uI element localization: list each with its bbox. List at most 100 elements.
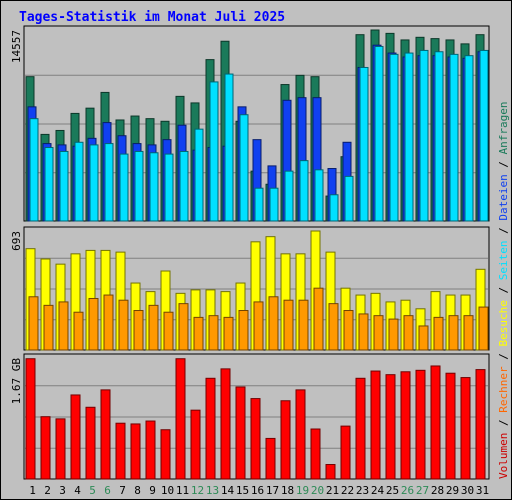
bar-volumen-day-26 <box>400 371 411 480</box>
bar-rechner-day-28 <box>433 316 444 351</box>
x-tick-label-day-3: 3 <box>59 484 66 497</box>
x-tick-label-day-14: 14 <box>221 484 235 497</box>
x-tick-label-day-10: 10 <box>161 484 174 497</box>
bar-volumen-day-18 <box>280 400 291 480</box>
x-tick-label-day-7: 7 <box>119 484 126 497</box>
bar-seiten-day-27 <box>419 49 429 222</box>
bar-volumen-day-17 <box>265 437 276 480</box>
bar-rechner-day-26 <box>403 315 414 351</box>
legend-separator: / <box>497 346 510 367</box>
bar-seiten-day-25 <box>389 53 399 222</box>
x-tick-label-day-28: 28 <box>431 484 444 497</box>
bar-rechner-day-24 <box>373 315 384 351</box>
legend-line: Volumen / Rechner / Besuche / Seiten / D… <box>493 29 512 479</box>
x-tick-label-day-15: 15 <box>236 484 249 497</box>
bar-seiten-day-20 <box>314 169 324 222</box>
bar-seiten-day-13 <box>209 81 219 222</box>
bar-volumen-day-21 <box>325 464 336 480</box>
bar-rechner-day-19 <box>298 299 309 351</box>
bar-seiten-day-2 <box>44 147 54 222</box>
x-tick-label-day-30: 30 <box>461 484 474 497</box>
bar-volumen-day-28 <box>430 365 441 480</box>
bar-seiten-day-29 <box>449 53 459 222</box>
bar-rechner-day-16 <box>253 301 264 351</box>
bar-rechner-day-31 <box>478 306 489 351</box>
bar-seiten-day-28 <box>434 51 444 222</box>
x-tick-label-day-1: 1 <box>29 484 36 497</box>
bar-rechner-day-21 <box>328 303 339 351</box>
bar-volumen-day-16 <box>250 398 261 480</box>
legend-item-anfragen: Anfragen <box>497 101 510 155</box>
bar-rechner-day-12 <box>193 316 204 351</box>
bar-rechner-day-15 <box>238 310 249 351</box>
bar-seiten-day-18 <box>284 170 294 222</box>
bar-volumen-day-31 <box>475 369 486 480</box>
bar-seiten-day-19 <box>299 160 309 222</box>
legend-item-besuche: Besuche <box>497 300 510 347</box>
bar-rechner-day-1 <box>28 296 39 351</box>
bar-rechner-day-29 <box>448 315 459 351</box>
bar-seiten-day-21 <box>329 194 339 222</box>
bar-volumen-day-24 <box>370 370 381 480</box>
bar-rechner-day-4 <box>73 311 84 351</box>
bar-rechner-day-11 <box>178 303 189 351</box>
bar-seiten-day-26 <box>404 52 414 222</box>
legend-item-dateien: Dateien <box>497 174 510 221</box>
bar-rechner-day-25 <box>388 318 399 351</box>
bar-volumen-day-7 <box>115 422 126 480</box>
bar-volumen-day-14 <box>220 368 231 480</box>
bar-seiten-day-17 <box>269 187 279 222</box>
bar-seiten-day-3 <box>59 150 69 222</box>
bar-volumen-day-27 <box>415 369 426 480</box>
bar-rechner-day-7 <box>118 299 129 351</box>
x-tick-label-day-31: 31 <box>476 484 489 497</box>
x-tick-label-day-22: 22 <box>341 484 354 497</box>
bar-volumen-day-19 <box>295 389 306 480</box>
panel-bottom-ymax-label: 1.67 GB <box>10 358 23 405</box>
bar-volumen-day-8 <box>130 423 141 480</box>
x-tick-label-day-5: 5 <box>89 484 96 497</box>
legend-item-volumen: Volumen <box>497 432 510 479</box>
legend-separator: / <box>497 220 510 241</box>
panel-middle-ymax-label: 693 <box>10 231 23 251</box>
bar-seiten-day-7 <box>119 153 129 222</box>
x-tick-label-day-2: 2 <box>44 484 51 497</box>
bar-seiten-day-12 <box>194 128 204 222</box>
bar-volumen-day-29 <box>445 372 456 480</box>
x-tick-label-day-9: 9 <box>149 484 156 497</box>
bar-seiten-day-8 <box>134 150 144 222</box>
x-tick-label-day-18: 18 <box>281 484 294 497</box>
bar-volumen-day-23 <box>355 377 366 480</box>
legend-separator: / <box>497 154 510 175</box>
bar-volumen-day-25 <box>385 374 396 480</box>
bar-seiten-day-11 <box>179 150 189 222</box>
x-tick-label-day-24: 24 <box>371 484 385 497</box>
bar-seiten-day-6 <box>104 143 114 222</box>
legend-item-rechner: Rechner <box>497 366 510 413</box>
x-tick-label-day-23: 23 <box>356 484 369 497</box>
x-tick-label-day-11: 11 <box>176 484 189 497</box>
bar-volumen-day-11 <box>175 358 186 480</box>
bar-seiten-day-15 <box>239 114 249 222</box>
x-tick-label-day-20: 20 <box>311 484 324 497</box>
bar-seiten-day-5 <box>89 144 99 222</box>
bar-volumen-day-13 <box>205 377 216 480</box>
bar-rechner-day-10 <box>163 311 174 351</box>
x-tick-label-day-13: 13 <box>206 484 219 497</box>
bar-volumen-day-4 <box>70 394 81 480</box>
chart-title: Tages-Statistik im Monat Juli 2025 <box>19 10 286 25</box>
bar-volumen-day-12 <box>190 409 201 480</box>
x-tick-label-day-26: 26 <box>401 484 414 497</box>
bar-volumen-day-22 <box>340 425 351 480</box>
bar-rechner-day-23 <box>358 313 369 351</box>
bar-rechner-day-30 <box>463 315 474 351</box>
bar-rechner-day-17 <box>268 296 279 351</box>
bar-volumen-day-2 <box>40 416 51 480</box>
bar-seiten-day-23 <box>359 66 369 222</box>
vertical-legend: Volumen / Rechner / Besuche / Seiten / D… <box>489 29 511 479</box>
bar-volumen-day-3 <box>55 418 66 480</box>
bar-volumen-day-9 <box>145 420 156 480</box>
x-tick-label-day-12: 12 <box>191 484 204 497</box>
